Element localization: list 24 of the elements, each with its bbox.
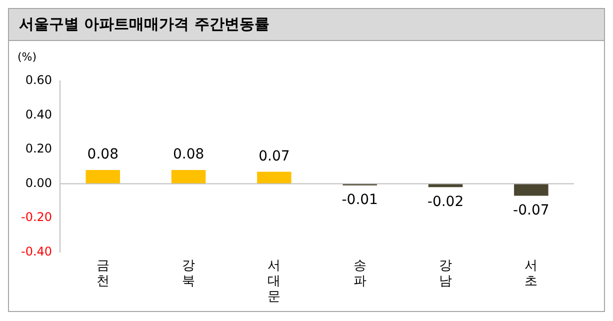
x-tick-label: 강북 [182, 258, 196, 289]
data-label: -0.02 [427, 194, 464, 210]
bar [257, 172, 292, 184]
y-axis-title: (%) [17, 50, 37, 64]
y-tick-label: -0.40 [20, 244, 52, 258]
data-label: 0.07 [258, 148, 290, 164]
bar [86, 170, 120, 184]
data-label: 0.08 [172, 146, 204, 163]
x-tick-label: 송파 [353, 258, 366, 289]
data-label: -0.01 [342, 192, 378, 208]
bar [171, 170, 206, 184]
y-tick-label: -0.20 [20, 210, 52, 224]
y-tick-label: 0.20 [25, 142, 52, 156]
data-label: 0.08 [87, 146, 118, 163]
y-tick-label: 0.00 [25, 176, 52, 190]
x-tick-label: 서초 [524, 258, 538, 289]
data-label: -0.07 [513, 202, 550, 218]
x-tick-label: 강남 [439, 258, 452, 289]
y-tick-label: 0.40 [25, 107, 52, 122]
y-tick-label: 0.60 [25, 73, 52, 88]
x-tick-label: 서대문 [268, 258, 281, 305]
x-tick-label: 금천 [96, 258, 110, 289]
bar [514, 184, 548, 196]
chart-title: 서울구별 아파트매매가격 주간변동률 [9, 9, 604, 41]
